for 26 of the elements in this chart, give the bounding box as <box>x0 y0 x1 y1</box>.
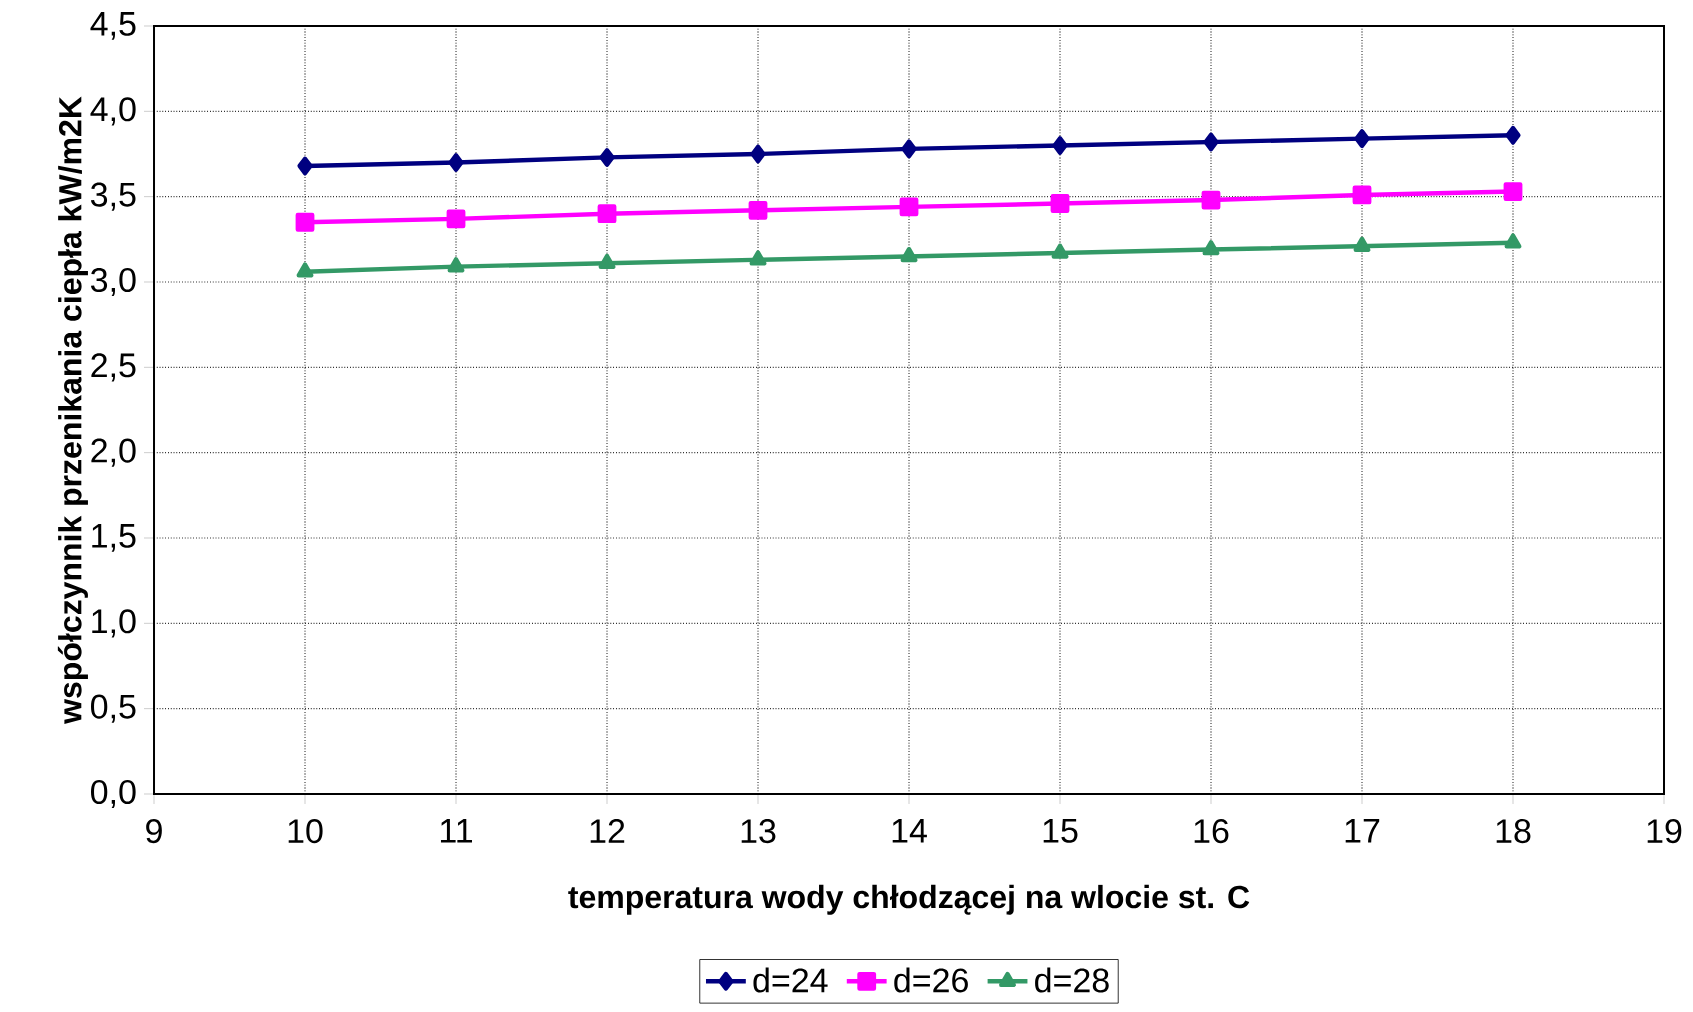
y-tick-label: 3,0 <box>90 267 136 297</box>
legend-label: d=28 <box>1035 967 1109 993</box>
x-tick-label: 12 <box>590 819 625 843</box>
y-tick-label: 0,0 <box>91 779 136 809</box>
x-tick-label: 10 <box>288 819 323 844</box>
x-tick-label: 9 <box>146 819 162 844</box>
x-tick-label: 11 <box>440 819 472 843</box>
y-tick-label: 0,5 <box>91 694 136 723</box>
x-tick-label: 15 <box>1043 819 1078 843</box>
x-tick-label: 16 <box>1194 819 1229 844</box>
x-tick-label: 18 <box>1496 819 1531 844</box>
y-tick-label: 3,5 <box>90 182 136 211</box>
y-tick-label: 4,5 <box>90 12 136 40</box>
y-tick-label: 2,5 <box>91 353 136 382</box>
y-tick-label: 1,0 <box>92 609 136 638</box>
y-tick-label: 4,0 <box>90 97 136 126</box>
legend-label: d=24 <box>753 967 828 993</box>
legend-label: d=26 <box>894 967 968 993</box>
y-axis-title: współczynnik przenikania ciepła kW/m2K <box>57 96 88 724</box>
x-tick-label: 14 <box>892 819 927 843</box>
y-tick-label: 1,5 <box>92 524 136 552</box>
x-tick-label: 19 <box>1647 819 1682 844</box>
x-tick-label: 17 <box>1345 819 1380 843</box>
x-tick-label: 13 <box>741 819 776 844</box>
x-axis-title: temperatura wody chłodzącej na wlocie st. C <box>568 884 1250 915</box>
y-tick-label: 2,0 <box>91 438 136 467</box>
